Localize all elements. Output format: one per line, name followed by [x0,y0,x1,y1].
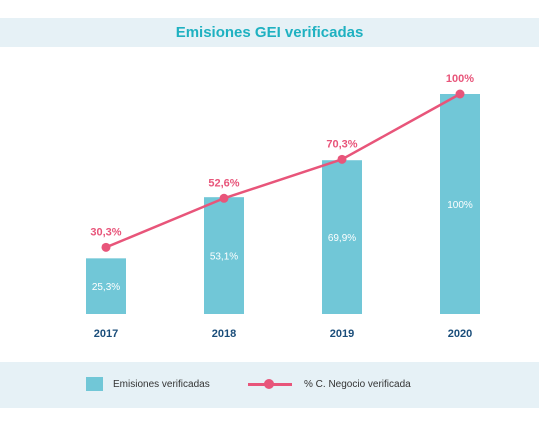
bar-value-label: 69,9% [328,233,356,244]
legend-line-swatch [248,377,292,391]
bar-2020 [440,94,480,314]
bar-2019 [322,160,362,314]
line-value-label: 70,3% [326,138,357,150]
line-value-label: 30,3% [90,226,121,238]
bar-value-label: 25,3% [92,282,120,293]
bar-value-label: 53,1% [210,252,238,263]
x-tick-label: 2020 [448,328,472,340]
line-value-label: 100% [446,73,474,85]
legend-bar-label: Emisiones verificadas [113,378,210,390]
bar-2017 [86,258,126,314]
legend-item-negocio: % C. Negocio verificada [248,377,411,391]
line-point [455,89,465,99]
line-point [219,193,229,203]
bar-value-label: 100% [447,200,473,211]
bar-2018 [204,197,244,314]
line-point [101,242,111,252]
line-series [105,92,461,249]
line-point [337,154,347,164]
x-tick-label: 2017 [94,328,118,340]
x-tick-label: 2019 [330,328,354,340]
x-tick-label: 2018 [212,328,236,340]
title-band: Emisiones GEI verificadas [0,18,539,47]
line-value-label: 52,6% [208,177,239,189]
legend-item-emisiones: Emisiones verificadas [86,377,210,391]
legend-bar-swatch [86,377,103,391]
chart-title: Emisiones GEI verificadas [175,24,364,41]
legend: Emisiones verificadas % C. Negocio verif… [0,362,539,408]
legend-line-label: % C. Negocio verificada [304,378,411,390]
